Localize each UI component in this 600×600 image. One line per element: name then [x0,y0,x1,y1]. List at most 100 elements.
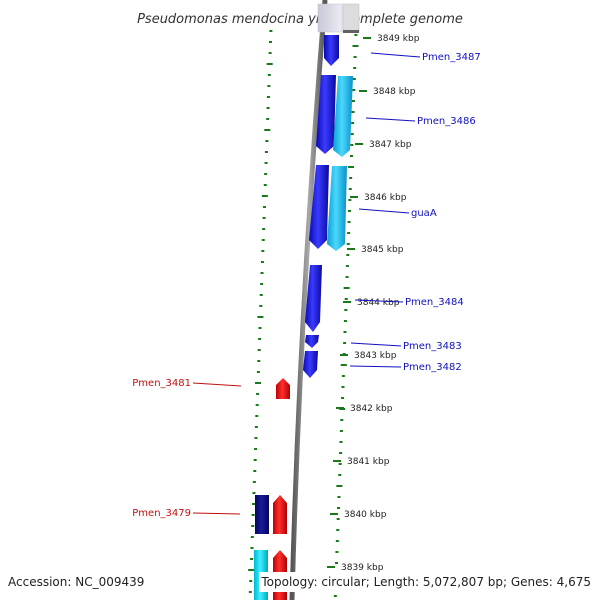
gc-dot [333,595,337,597]
gc-dot [351,111,355,113]
gc-dot [259,305,263,307]
gc-dot [346,254,350,256]
gc-dot [260,261,264,263]
gc-dot [254,382,261,384]
gc-dot [264,173,268,175]
gc-dot [352,89,356,91]
gc-dot [260,272,264,274]
gc-dot [262,217,266,219]
gene-pmen-3481 [276,378,290,399]
gc-dot [249,580,253,582]
gc-dot [251,514,255,516]
genome-title: Pseudomonas mendocina ymp, complete geno… [137,12,463,27]
gc-dot [348,166,355,168]
topology-background [259,572,595,592]
gc-dot [346,243,350,245]
gc-dot [335,540,339,542]
gene-label: Pmen_3484 [405,297,464,308]
gc-dot [347,221,351,223]
gc-dot [261,239,265,241]
gene-pmen-3483 [305,335,319,348]
gc-dot [339,441,343,443]
accession-text: Accession: NC_009439 [8,575,144,589]
gene-pmen-3479 [273,495,287,534]
gene-label-line [192,382,242,387]
gene-pmen-3487 [324,35,339,66]
gc-dot [335,551,339,553]
gc-dot [348,188,352,190]
gc-dot [353,56,357,58]
gc-dot [350,133,354,135]
kbp-tick [327,566,335,568]
topology-text: Topology: circular; Length: 5,072,807 bp… [260,575,591,589]
gene-label: Pmen_3482 [403,362,462,373]
gc-dot [351,100,355,102]
gc-dot [267,74,271,76]
kbp-label: 3846 kbp [364,193,407,203]
gc-dot [256,371,260,373]
gc-dot [338,474,342,476]
gc-dot [344,309,348,311]
gc-dot [266,107,270,109]
gc-dot [266,118,270,120]
gc-dot [264,151,268,153]
gc-dot [257,316,264,318]
gc-dot [252,492,256,494]
gc-dot [267,85,271,87]
gc-dot [354,34,358,36]
gc-dot [347,210,351,212]
gc-dot [351,122,355,124]
gene-pmen-3480 [255,495,269,534]
kbp-tick [340,354,348,356]
kbp-tick [330,513,338,515]
gene-pmen-3484 [305,265,322,332]
gc-dot [345,265,349,267]
gc-dot [343,320,347,322]
kbp-label: 3847 kbp [369,140,412,150]
gc-dot [335,562,339,564]
gc-dot [337,496,341,498]
kbp-tick [347,248,355,250]
gc-dot [252,503,256,505]
gc-dot [248,591,252,593]
gc-dot [349,155,353,157]
gc-dot [336,485,343,487]
gene-label-line [370,52,421,58]
gc-dot [253,470,257,472]
gc-dot [263,184,267,186]
kbp-label: 3845 kbp [361,245,404,255]
gc-dot [350,144,354,146]
gene-label: Pmen_3481 [132,378,191,389]
gc-dot [341,397,345,399]
gene-pmen-3486-a [316,75,336,154]
gc-dot [337,507,341,509]
gc-dot [264,162,268,164]
kbp-tick [333,460,341,462]
gc-dot [336,518,340,520]
gene-guaA-a [309,165,329,249]
gc-content-track [248,30,359,597]
gc-dot [258,327,262,329]
gene-label-line [358,208,410,214]
kbp-label: 3839 kbp [341,563,384,573]
gene-label-line [365,117,416,122]
kbp-label: 3849 kbp [377,34,420,44]
gc-dot [343,342,347,344]
gc-dot [262,206,266,208]
gc-dot [262,228,266,230]
gc-dot [254,448,258,450]
gc-dot [257,349,261,351]
gc-dot [339,430,343,432]
gc-dot [343,331,347,333]
gc-dot [340,364,347,366]
kbp-scale: 3849 kbp 3848 kbp 3847 kbp 3846 kbp 3845 kbp… [327,34,420,573]
kbp-label: 3844 kbp [357,298,400,308]
gene-label: Pmen_3486 [417,116,476,127]
gene-label: guaA [411,208,437,219]
gc-dot [259,294,263,296]
gc-dot [248,569,255,571]
gc-dot [258,338,262,340]
gc-dot [253,459,257,461]
reverse-gene-labels: Pmen_3481 Pmen_3479 [132,378,242,519]
